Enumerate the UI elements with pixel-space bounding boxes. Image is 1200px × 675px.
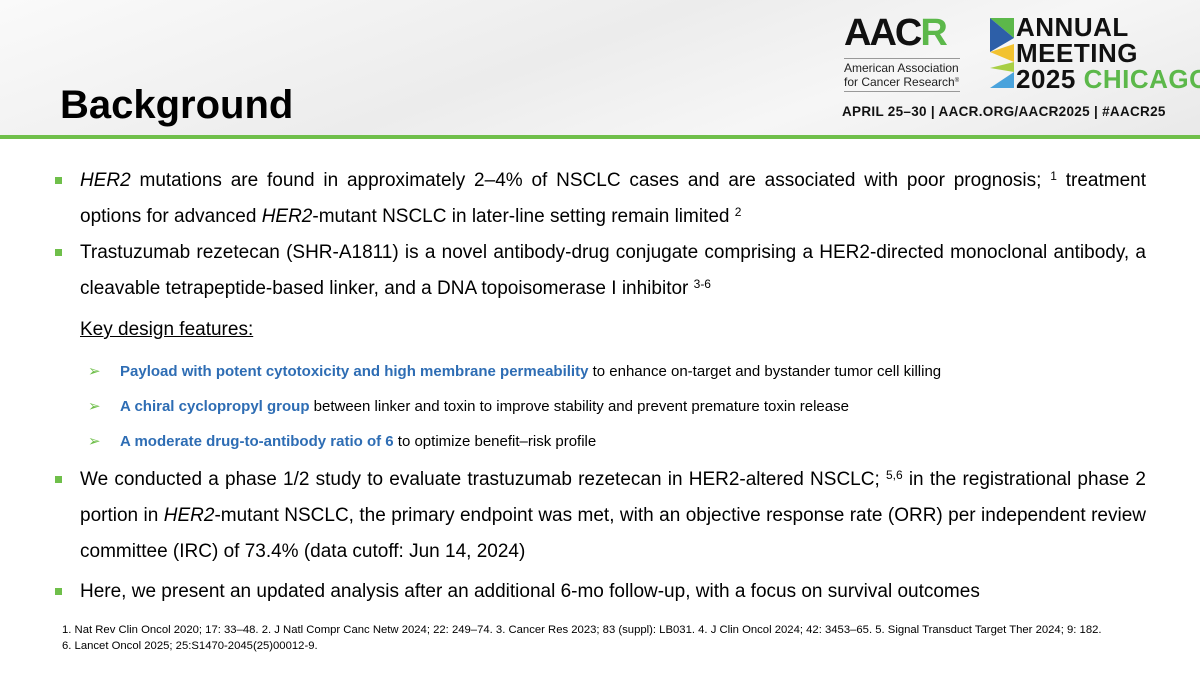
arrow-bullet-icon: ➢ (88, 363, 101, 380)
aacr-full-name: American Association for Cancer Research® (844, 58, 960, 92)
arrow-bullet-icon: ➢ (88, 433, 101, 450)
header-divider (0, 135, 1200, 139)
design-feature-item: ➢ Payload with potent cytotoxicity and hi… (88, 363, 942, 380)
meeting-logo-mark-icon (990, 18, 1014, 88)
meeting-info: APRIL 25–30 | AACR.ORG/AACR2025 | #AACR2… (842, 104, 1166, 119)
bullet-marker (55, 177, 62, 184)
bullet-phase-study: We conducted a phase 1/2 study to evalua… (55, 462, 1146, 570)
key-design-heading: Key design features: (80, 319, 254, 340)
bullet-trastuzumab-rezetecan: Trastuzumab rezetecan (SHR-A1811) is a n… (55, 235, 1146, 307)
arrow-bullet-icon: ➢ (88, 398, 101, 415)
bullet-updated-analysis: Here, we present an updated analysis aft… (55, 574, 1146, 610)
bullet-marker (55, 476, 62, 483)
bullet-her2-mutations: HER2 mutations are found in approximatel… (55, 163, 1146, 235)
aacr-wordmark: AACR (844, 12, 948, 54)
page-title: Background (60, 83, 294, 127)
meeting-wordmark: ANNUAL MEETING 2025 CHICAGO (1016, 12, 1200, 94)
bullet-marker (55, 588, 62, 595)
footnotes: 1. Nat Rev Clin Oncol 2020; 17: 33–48. 2… (62, 624, 1102, 652)
bullet-marker (55, 249, 62, 256)
aacr-annual-meeting-logo: AACR American Association for Cancer Rese… (840, 12, 1200, 122)
design-feature-item: ➢ A chiral cyclopropyl group between link… (88, 398, 849, 415)
design-feature-item: ➢ A moderate drug-to-antibody ratio of 6 … (88, 433, 597, 450)
